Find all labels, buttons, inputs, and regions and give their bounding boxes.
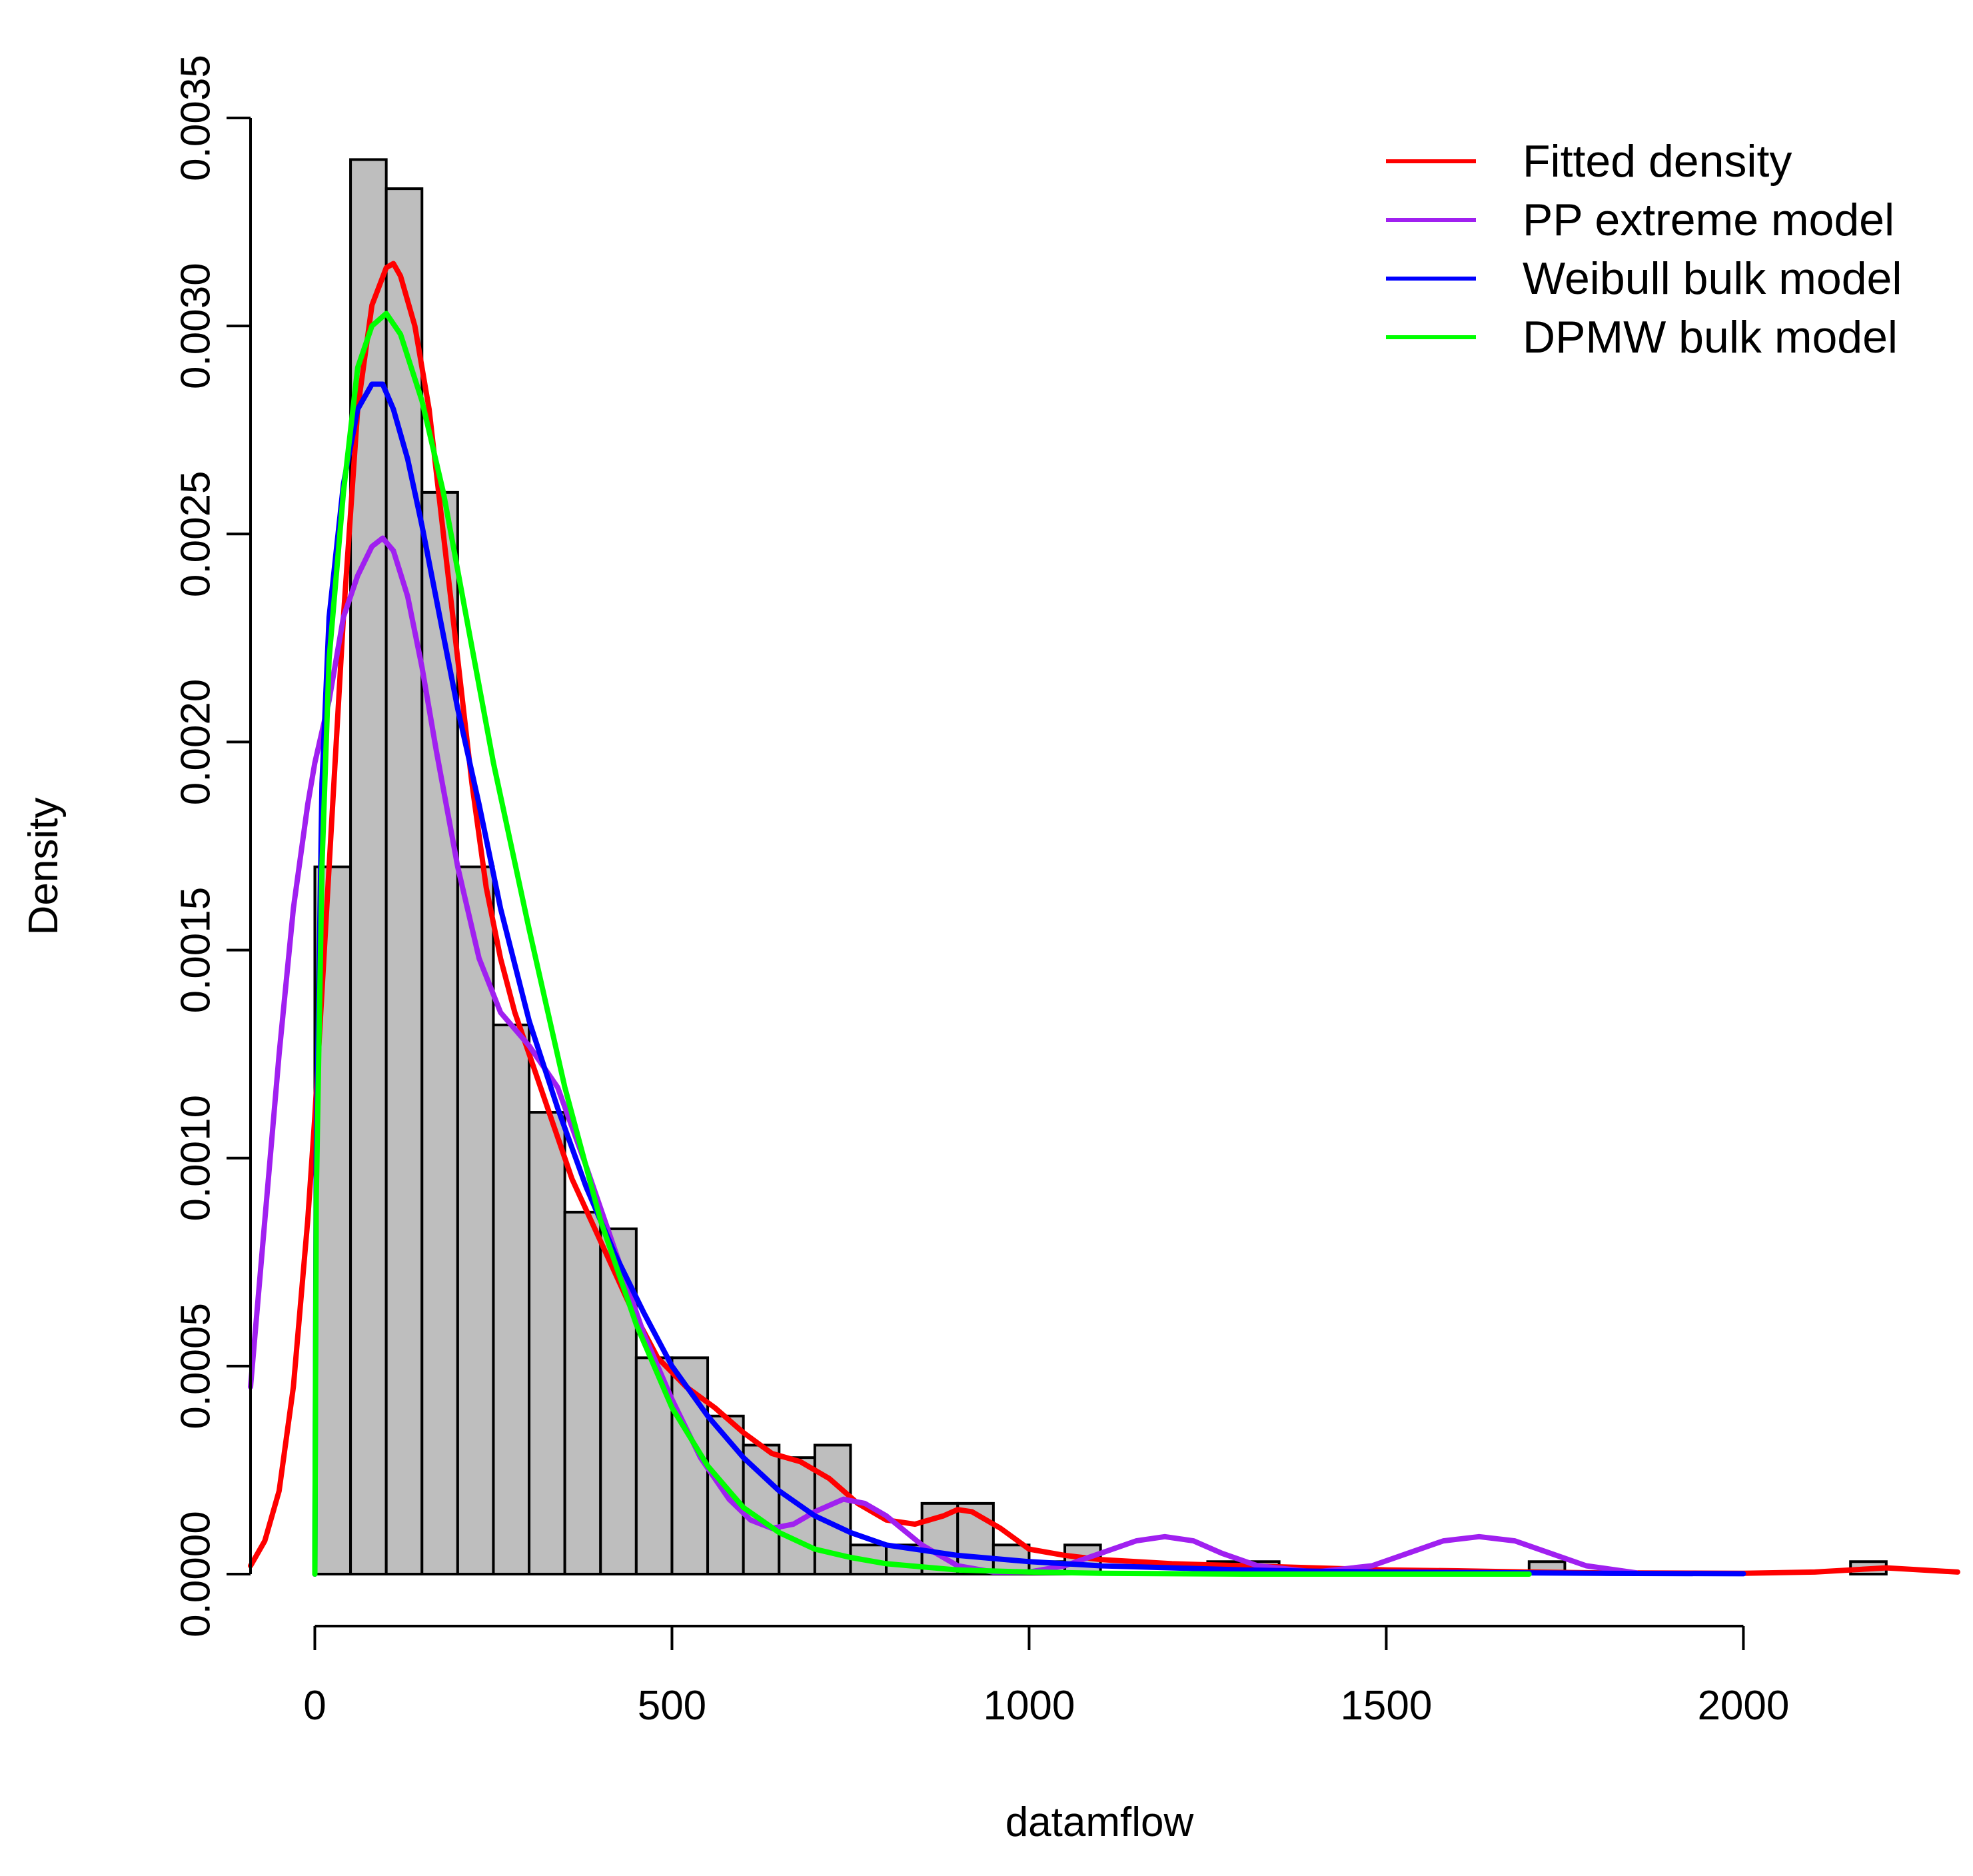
pp-extreme-model-curve	[248, 535, 1639, 1576]
x-tick-label: 2000	[1697, 1683, 1789, 1729]
y-tick-label: 0.0035	[173, 55, 219, 181]
y-axis-title: Density	[21, 798, 67, 936]
density-curves	[248, 261, 1960, 1577]
y-axis: 0.0000 0.0005 0.0010 0.0015 0.0020 0.0025 0.00…	[173, 55, 252, 1637]
histogram-bar	[384, 187, 424, 1575]
x-tick-label: 1500	[1340, 1683, 1432, 1729]
histogram-bar	[528, 1111, 566, 1575]
legend-label-weibull-bulk-model: Weibull bulk model	[1523, 253, 1902, 304]
legend-label-pp-extreme-model: PP extreme model	[1523, 195, 1894, 245]
x-tick-label: 500	[638, 1683, 706, 1729]
histogram-bar	[456, 865, 495, 1575]
y-tick-label: 0.0015	[173, 887, 219, 1014]
y-tick-label: 0.0020	[173, 679, 219, 806]
legend: Fitted density PP extreme model Weibull …	[1386, 136, 1902, 363]
histogram-bar	[670, 1356, 710, 1576]
y-tick-label: 0.0010	[173, 1095, 219, 1222]
dpmw-bulk-model-curve	[312, 311, 1532, 1577]
y-tick-label: 0.0005	[173, 1303, 219, 1429]
weibull-bulk-model-curve	[312, 381, 1746, 1577]
histogram-bar	[956, 1501, 995, 1575]
x-axis: 0 500 1000 1500 2000	[303, 1625, 1789, 1729]
legend-label-dpmw-bulk-model: DPMW bulk model	[1523, 312, 1898, 363]
histogram-bar	[420, 490, 459, 1575]
histogram-bars	[313, 158, 1888, 1576]
x-tick-label: 0	[303, 1683, 326, 1729]
x-tick-label: 1000	[983, 1683, 1075, 1729]
histogram-bar	[563, 1210, 602, 1576]
y-tick-label: 0.0025	[173, 470, 219, 597]
histogram-bar	[492, 1023, 531, 1575]
legend-label-fitted-density: Fitted density	[1523, 136, 1792, 187]
y-tick-label: 0.0000	[173, 1511, 219, 1637]
x-axis-title: datamflow	[1005, 1799, 1194, 1845]
y-tick-label: 0.0030	[173, 263, 219, 389]
